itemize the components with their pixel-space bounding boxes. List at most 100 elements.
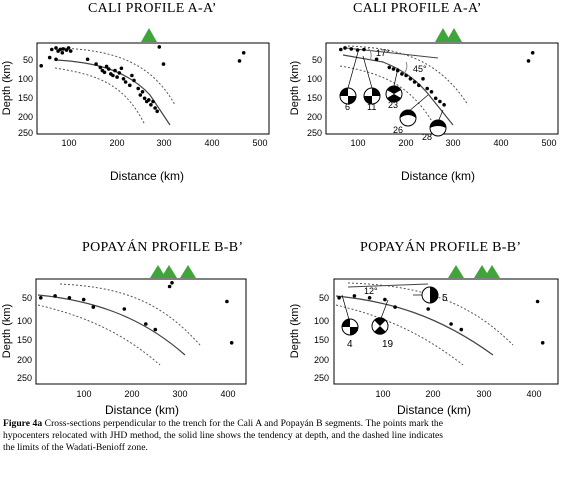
- mechanism-label: 19: [382, 339, 394, 350]
- hypocenter-point: [393, 305, 397, 309]
- hypocenter-point: [155, 109, 159, 114]
- focal-mechanism: [363, 87, 381, 105]
- trend-line: [37, 294, 186, 356]
- hypocenter-point: [157, 45, 162, 49]
- hypocenter-point: [117, 71, 122, 75]
- y-tick-label: 200: [314, 355, 329, 365]
- hypocenter-point: [58, 47, 62, 52]
- y-tick-label: 100: [314, 316, 329, 326]
- hypocenter-point: [54, 57, 58, 62]
- y-tick-label: 250: [17, 373, 32, 383]
- leader-line: [341, 294, 351, 324]
- x-tick-label: 100: [76, 389, 91, 399]
- y-axis-label: Depth (km): [1, 61, 13, 115]
- hypocenter-point: [229, 341, 234, 345]
- y-tick-label: 200: [17, 355, 32, 365]
- wb-lower-limit: [54, 67, 146, 126]
- hypocenter-point: [438, 99, 442, 104]
- hypocenter-point: [68, 49, 73, 53]
- x-tick-labels: 100 200 300 400 500: [350, 138, 556, 148]
- x-tick-label: 300: [172, 389, 187, 399]
- hypocenter-point: [449, 322, 453, 326]
- hypocenter-point: [144, 322, 148, 326]
- volcano-icon: [141, 28, 157, 42]
- y-tick-label: 100: [18, 74, 33, 84]
- hypocenter-point: [425, 86, 429, 91]
- hypocenter-point: [138, 93, 143, 97]
- hypocenter-point: [102, 70, 107, 75]
- hypocenter-point: [142, 96, 147, 101]
- hypocenter-point: [47, 55, 52, 60]
- x-tick-labels: 100 200 300 400: [76, 389, 235, 399]
- y-tick-label: 150: [314, 335, 329, 345]
- plot-frame: [36, 42, 270, 135]
- hypocenter-point: [121, 77, 126, 81]
- wb-upper-limit: [347, 45, 469, 106]
- y-axis-label: Depth (km): [289, 61, 301, 115]
- volcano-icon: [435, 28, 451, 42]
- annotation-angle: 12°: [364, 286, 378, 296]
- hypocenter-point: [60, 51, 65, 55]
- hypocenter-point: [91, 305, 96, 309]
- y-tick-label: 100: [17, 316, 32, 326]
- hypocenter-point: [535, 299, 540, 304]
- x-tick-label: 200: [109, 138, 124, 148]
- hypocenter-point: [140, 90, 145, 94]
- hypocenter-point: [374, 57, 379, 62]
- annotation-angle: 45°: [413, 64, 427, 74]
- x-tick-label: 100: [61, 138, 76, 148]
- hypocenter-point: [130, 73, 134, 78]
- hypocenter-point: [39, 64, 43, 68]
- x-tick-label: 400: [493, 138, 508, 148]
- hypocenter-point: [540, 341, 545, 345]
- x-axis-label: Distance (km): [105, 403, 179, 417]
- popayan-profile-plot: Depth (km) 50 100 150 200 250 100 200 30…: [1, 265, 247, 417]
- wb-lower-limit: [339, 65, 437, 129]
- hypocenter-point: [81, 297, 86, 302]
- hypocenter-point: [167, 284, 172, 289]
- panel-title: CALI PROFILE A-A’: [88, 1, 217, 16]
- hypocenter-point: [50, 47, 54, 52]
- wb-upper-limit: [59, 47, 176, 106]
- cali-profile-mechanisms-plot: 17° 45° 6 11 23 26 28 Depth (km) 50 100 …: [289, 28, 559, 183]
- hypocenter-points: [339, 46, 535, 107]
- hypocenter-point: [54, 46, 58, 50]
- y-tick-labels: 50 100 150 200 250: [314, 293, 329, 383]
- hypocenter-point: [123, 80, 128, 84]
- x-tick-label: 300: [476, 389, 491, 399]
- x-tick-labels: 100 200 300 400 500: [61, 138, 267, 148]
- hypocenter-point: [132, 78, 136, 83]
- y-tick-label: 50: [312, 55, 322, 65]
- caption-text: Cross-sections perpendicular to the tren…: [3, 418, 443, 453]
- hypocenter-point: [153, 106, 157, 110]
- x-axis-label: Distance (km): [397, 403, 471, 417]
- hypocenter-point: [66, 46, 71, 50]
- focal-mechanism: [421, 286, 439, 304]
- focal-mechanism: [385, 85, 403, 103]
- hypocenter-point: [343, 46, 347, 50]
- x-tick-label: 400: [220, 389, 235, 399]
- y-tick-label: 200: [307, 112, 322, 122]
- hypocenter-point: [391, 67, 396, 71]
- focal-mechanism: [341, 318, 359, 336]
- x-tick-label: 200: [398, 138, 413, 148]
- y-tick-label: 50: [23, 55, 33, 65]
- hypocenter-point: [149, 103, 153, 107]
- x-tick-label: 400: [204, 138, 219, 148]
- x-tick-label: 500: [541, 138, 556, 148]
- x-tick-label: 100: [375, 389, 390, 399]
- angle-arc: [367, 47, 372, 61]
- hypocenter-point: [225, 299, 229, 304]
- mechanism-label: 23: [388, 100, 398, 110]
- mechanism-label: 4: [347, 339, 353, 350]
- y-tick-label: 150: [18, 93, 33, 103]
- x-axis-label: Distance (km): [401, 169, 475, 183]
- hypocenter-point: [153, 327, 158, 332]
- hypocenter-point: [362, 47, 366, 52]
- y-tick-label: 50: [22, 293, 32, 303]
- hypocenter-point: [98, 65, 103, 70]
- hypocenter-point: [355, 48, 360, 52]
- trend-line: [342, 54, 454, 126]
- wb-upper-limit: [59, 283, 201, 346]
- hypocenter-point: [367, 296, 372, 300]
